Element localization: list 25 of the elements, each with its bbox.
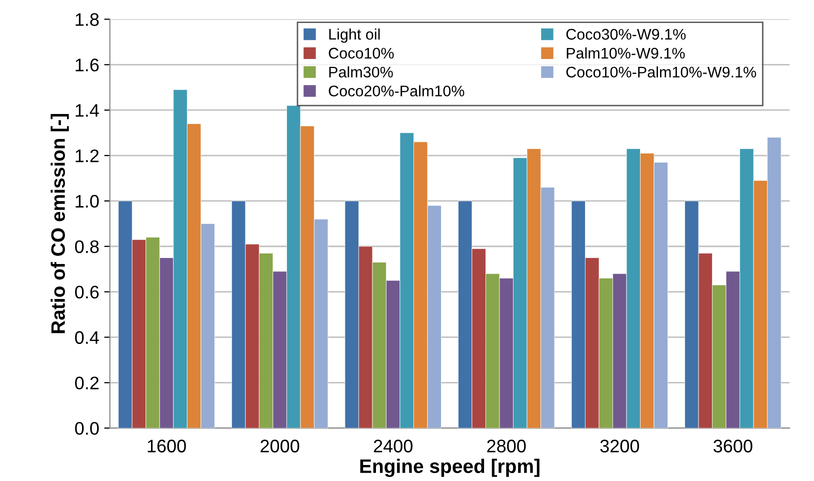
- x-tick-label: 1600: [148, 440, 186, 452]
- x-tick-label: 2800: [487, 440, 526, 452]
- y-tick-label: 1.2: [76, 149, 99, 162]
- y-tick-label: 1.8: [76, 13, 99, 26]
- y-tick-label: 0.0: [75, 422, 99, 435]
- y-tick-label: 0.8: [75, 240, 99, 254]
- legend-label: Palm30%: [329, 66, 393, 78]
- legend-label: Coco10%: [328, 48, 394, 59]
- legend-label: Palm10%-W9.1%: [566, 47, 685, 59]
- x-tick-label: 2400: [374, 440, 412, 452]
- x-tick-label: 3600: [714, 440, 752, 452]
- y-tick-label: 0.2: [75, 376, 99, 390]
- legend-label: Coco20%-Palm10%: [328, 85, 464, 96]
- y-tick-label: 1.4: [76, 104, 99, 117]
- legend-label: Light oil: [329, 28, 380, 43]
- y-axis-title: Ratio of CO emission [-]: [50, 114, 69, 334]
- y-tick-label: 1.0: [76, 194, 99, 208]
- x-tick-label: 3200: [600, 440, 640, 452]
- legend-label: Coco30%-W9.1%: [566, 28, 686, 40]
- y-tick-label: 0.6: [75, 286, 99, 299]
- x-tick-label: 2000: [260, 440, 300, 452]
- x-axis-title: Engine speed [rpm]: [360, 458, 540, 478]
- legend-label: Coco10%-Palm10%-W9.1%: [566, 66, 756, 78]
- y-tick-label: 1.6: [76, 58, 99, 72]
- y-tick-label: 0.4: [75, 331, 99, 344]
